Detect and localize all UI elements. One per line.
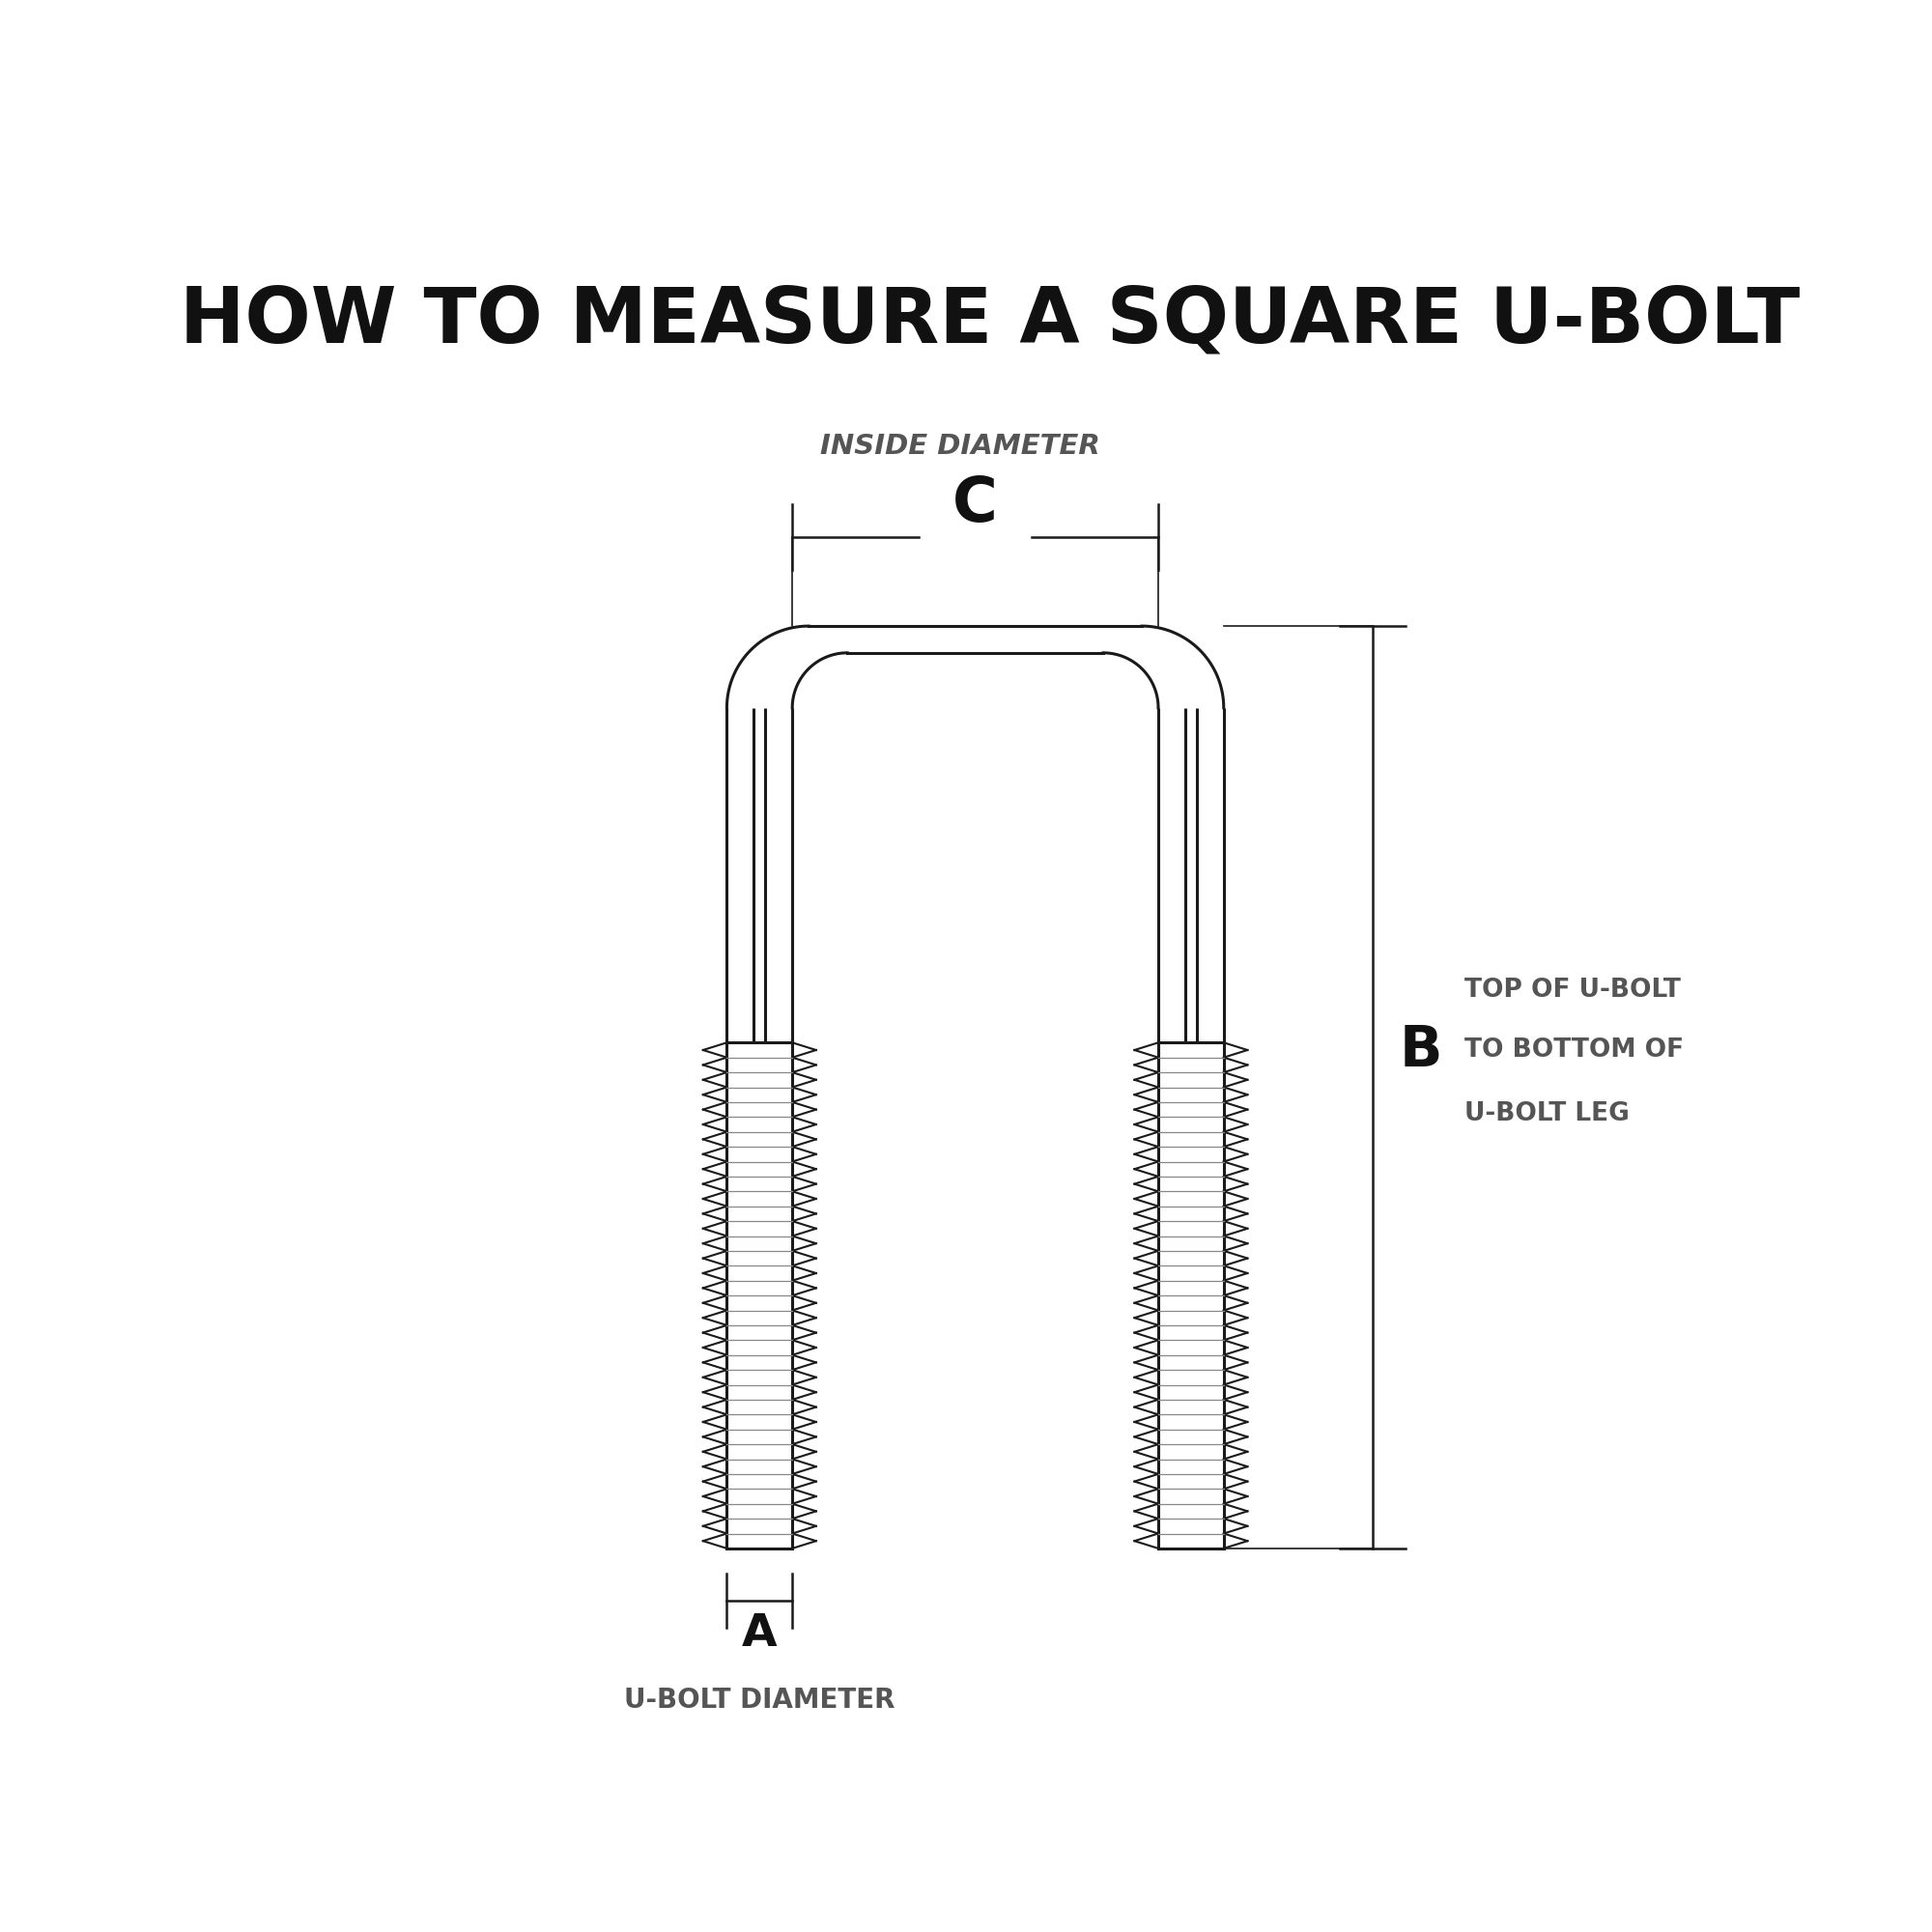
Text: U-BOLT LEG: U-BOLT LEG	[1464, 1101, 1631, 1126]
Text: HOW TO MEASURE A SQUARE U-BOLT: HOW TO MEASURE A SQUARE U-BOLT	[180, 284, 1801, 359]
Text: U-BOLT DIAMETER: U-BOLT DIAMETER	[624, 1687, 895, 1714]
Text: C: C	[952, 473, 999, 533]
Text: B: B	[1399, 1022, 1441, 1078]
Text: TO BOTTOM OF: TO BOTTOM OF	[1464, 1037, 1685, 1063]
Text: A: A	[742, 1613, 777, 1656]
Text: INSIDE DIAMETER: INSIDE DIAMETER	[821, 433, 1101, 460]
Text: TOP OF U-BOLT: TOP OF U-BOLT	[1464, 978, 1681, 1003]
